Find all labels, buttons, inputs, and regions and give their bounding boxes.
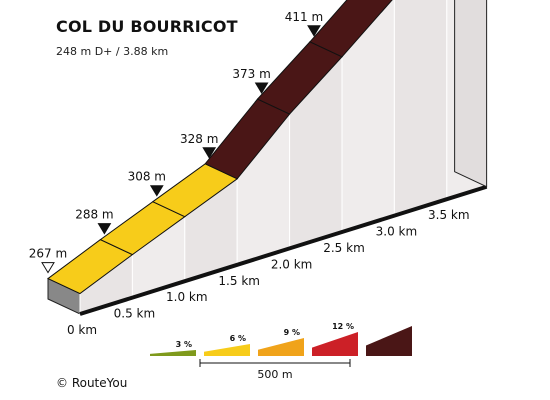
- elevation-marker: [41, 262, 55, 274]
- elevation-marker: [149, 185, 164, 197]
- scale-bar-label: 500 m: [257, 368, 292, 381]
- legend-swatch: [258, 338, 304, 356]
- distance-axis: 0 km 0.5 km 1.0 km 1.5 km 2.0 km 2.5 km 3.0 km…: [67, 208, 470, 337]
- elevation-marker: [307, 25, 321, 37]
- profile-side-panel: [393, 0, 448, 217]
- distance-tick-label: 2.5 km: [323, 241, 365, 255]
- distance-tick-label: 1.0 km: [166, 290, 208, 304]
- gradient-legend: 3 % 6 % 9 % 12 % 500 m: [150, 322, 412, 381]
- profile-top-segment: [309, 0, 393, 58]
- legend-label: 3 %: [176, 340, 192, 349]
- distance-tick-label: 1.5 km: [218, 274, 260, 288]
- profile-end-cap: [454, 0, 488, 188]
- distance-tick-label: 0 km: [67, 323, 97, 337]
- elevation-label: 373 m: [232, 67, 270, 81]
- legend-label: 6 %: [230, 334, 246, 343]
- distance-tick-label: 0.5 km: [114, 307, 156, 321]
- copyright-credit: © RouteYou: [56, 376, 128, 390]
- legend-label: 9 %: [284, 328, 300, 337]
- distance-tick-label: 3.0 km: [376, 225, 418, 239]
- legend-swatch: [366, 326, 412, 356]
- elevation-marker: [202, 147, 217, 159]
- profile-base-line: [79, 184, 488, 316]
- distance-tick-label: 3.5 km: [428, 208, 470, 222]
- elevation-label: 328 m: [180, 132, 218, 146]
- profile-side-walls: [47, 0, 488, 316]
- elevation-marker: [254, 82, 269, 94]
- legend-label: 12 %: [332, 322, 354, 331]
- elevation-label: 288 m: [75, 208, 113, 222]
- legend-swatch: [204, 344, 250, 356]
- legend-swatch: [312, 332, 358, 356]
- elevation-label: 308 m: [128, 170, 166, 184]
- legend-swatch: [150, 350, 196, 356]
- elevation-marker: [97, 223, 112, 235]
- chart-title: COL DU BOURRICOT: [56, 17, 238, 36]
- distance-tick-label: 2.0 km: [271, 257, 313, 271]
- elevation-label: 411 m: [285, 10, 323, 24]
- elevation-label: 267 m: [29, 247, 67, 261]
- chart-subtitle: 248 m D+ / 3.88 km: [56, 45, 169, 58]
- profile-top-surface: [47, 0, 393, 295]
